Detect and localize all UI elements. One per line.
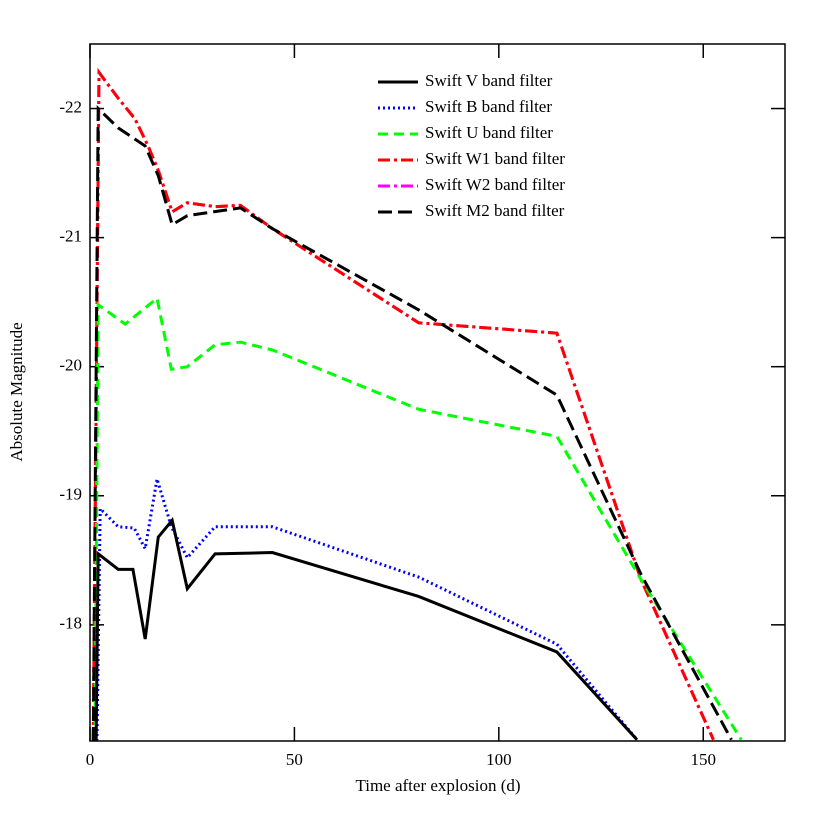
plot-frame [89,43,786,742]
series-line [91,67,715,741]
y-tick-label: -22 [59,97,82,116]
y-tick-label: -19 [59,485,82,504]
series-line [94,516,639,741]
x-tick-label: 0 [86,750,95,769]
x-tick-label: 100 [486,750,512,769]
y-axis-label: Absolute Magnitude [7,322,26,461]
x-tick-label: 50 [286,750,303,769]
legend-label: Swift W2 band filter [425,175,565,194]
legend-label: Swift W1 band filter [425,149,565,168]
legend-label: Swift U band filter [425,123,553,142]
series-line [93,295,743,741]
legend-label: Swift V band filter [425,71,553,90]
y-tick-label: -21 [59,227,82,246]
series-line [91,105,733,741]
x-axis-label: Time after explosion (d) [355,776,520,795]
series-line [95,478,639,741]
y-tick-label: -18 [59,614,82,633]
x-tick-label: 150 [690,750,716,769]
series-line [91,67,715,741]
legend-label: Swift M2 band filter [425,201,565,220]
legend-label: Swift B band filter [425,97,552,116]
y-tick-label: -20 [59,356,82,375]
